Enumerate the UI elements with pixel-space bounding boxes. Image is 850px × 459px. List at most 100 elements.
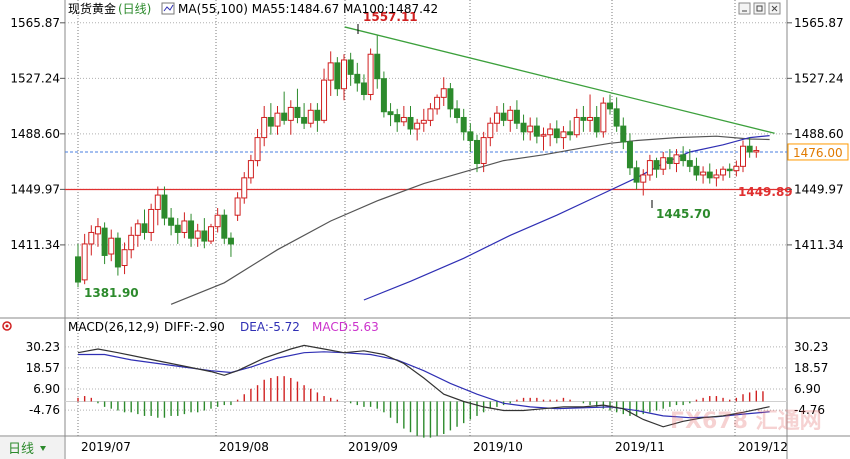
candle-body <box>174 224 181 233</box>
candle-body <box>573 116 580 136</box>
candle-body <box>168 217 175 226</box>
candle-body <box>161 194 168 219</box>
price-tick-label-left: 1488.60 <box>10 127 60 141</box>
candle-body <box>746 145 753 153</box>
candle-body <box>487 122 494 139</box>
ma-values-text: MA(55,100) MA55:1484.67 MA100:1487.42 <box>178 2 438 16</box>
x-tick-label: 2019/11 <box>615 440 665 454</box>
macd-tick-label-right: 18.57 <box>794 361 828 375</box>
macd-pane <box>65 344 787 438</box>
candle-body <box>148 208 155 233</box>
candle-body <box>700 171 707 176</box>
candle-body <box>567 131 574 136</box>
candle-body <box>740 145 746 167</box>
candle-body <box>108 237 115 255</box>
candle-body <box>314 109 321 121</box>
candle-body <box>414 122 421 130</box>
candle-body <box>201 230 208 242</box>
current-price-label: 1476.00 <box>793 146 843 160</box>
price-pane: 1557.11 1381.90 1445.70 1449.89 1476.00 <box>65 10 849 305</box>
candle-body <box>480 137 487 164</box>
candle-body <box>513 109 520 124</box>
instrument-name: 现货黄金 <box>68 1 116 16</box>
price-tick-label-left: 1565.87 <box>10 16 60 30</box>
candle-body <box>274 112 281 127</box>
candle-body <box>547 128 554 136</box>
support-level-label: 1449.89 <box>738 185 793 199</box>
macd-settings-icon[interactable] <box>2 321 12 331</box>
candle-body <box>281 112 288 121</box>
macd-diff-value: DIFF:-2.90 <box>164 320 225 334</box>
macd-tick-label-right: 30.23 <box>794 340 828 354</box>
candle-body <box>101 227 108 256</box>
candle-body <box>593 116 600 133</box>
candle-body <box>607 102 613 110</box>
candle-body <box>94 226 101 235</box>
candle-body <box>553 128 560 139</box>
candle-body <box>733 165 740 172</box>
candle-body <box>467 131 474 141</box>
candle-body <box>121 249 128 267</box>
macd-tick-label-right: -4.76 <box>794 403 825 417</box>
candle-body <box>267 116 274 127</box>
price-tick-label-left: 1449.97 <box>10 182 60 196</box>
candle-body <box>301 116 308 124</box>
price-tick-label-right: 1565.87 <box>794 16 844 30</box>
candle-body <box>580 116 587 121</box>
price-tick-label-left: 1411.34 <box>10 238 60 252</box>
candle-body <box>613 108 620 127</box>
candle-body <box>387 111 394 116</box>
macd-tick-label-left: 18.57 <box>26 361 60 375</box>
candle-body <box>75 256 81 283</box>
candle-body <box>374 53 381 80</box>
period-tab[interactable]: 日线 <box>8 442 34 457</box>
macd-tick-label-left: 6.90 <box>33 382 60 396</box>
candle-body <box>520 122 527 133</box>
candle-body <box>81 243 88 281</box>
candle-body <box>360 82 367 95</box>
candle-body <box>234 197 241 216</box>
candle-body <box>626 141 633 169</box>
candle-body <box>560 131 567 139</box>
period-tab-chevron-down-icon[interactable] <box>40 446 46 451</box>
candle-body <box>134 223 141 236</box>
candle-body <box>600 102 607 133</box>
trendline <box>344 26 775 134</box>
close-icon[interactable] <box>768 2 781 15</box>
candle-body <box>447 88 454 110</box>
candle-body <box>653 160 660 170</box>
candle-body <box>347 59 354 75</box>
candle-body <box>474 139 480 164</box>
candle-body <box>114 237 121 268</box>
candle-body <box>261 116 268 139</box>
candle-body <box>753 150 760 153</box>
restore-icon[interactable] <box>753 2 766 15</box>
candle-body <box>194 230 201 239</box>
candle-body <box>327 62 334 81</box>
macd-macd-value: MACD:5.63 <box>312 320 379 334</box>
collapse-icon[interactable] <box>738 2 751 15</box>
candle-body <box>307 109 314 124</box>
candle-body <box>334 62 341 90</box>
candle-body <box>188 220 195 239</box>
macd-tick-label-left: -4.76 <box>29 403 60 417</box>
candle-body <box>141 223 148 233</box>
candle-body <box>88 231 95 245</box>
candle-body <box>673 154 680 164</box>
candle-body <box>454 108 461 118</box>
candle-body <box>720 168 727 176</box>
candle-body <box>666 157 673 164</box>
candle-body <box>507 109 514 121</box>
candle-body <box>493 112 500 124</box>
candle-body <box>321 79 328 121</box>
candle-body <box>660 157 667 170</box>
candle-body <box>640 174 647 183</box>
x-tick-label: 2019/12 <box>738 440 788 454</box>
x-tick-label: 2019/09 <box>348 440 398 454</box>
candle-body <box>427 108 434 121</box>
macd-diff-line <box>77 344 770 428</box>
watermark-text: FX678 汇通网 <box>670 409 822 434</box>
candle-body <box>407 116 414 130</box>
ma-indicator-icon-glyph <box>163 4 174 12</box>
